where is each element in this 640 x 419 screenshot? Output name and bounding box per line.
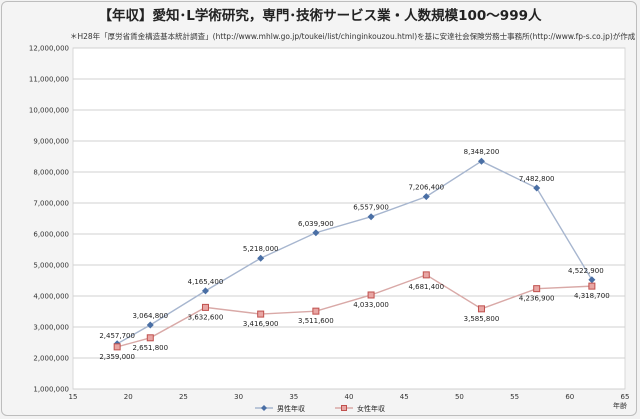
- data-point: [422, 193, 430, 201]
- series-line: [116, 274, 592, 348]
- x-tick-label: 40: [345, 393, 354, 401]
- x-tick-label: 20: [124, 393, 133, 401]
- data-label: 4,522,900: [568, 267, 604, 275]
- y-tick-label: 4,000,000: [33, 293, 69, 301]
- data-label: 4,236,900: [519, 295, 555, 303]
- y-tick-label: 2,000,000: [33, 355, 69, 363]
- data-label: 2,359,000: [99, 353, 135, 361]
- data-label: 4,033,000: [353, 301, 389, 309]
- data-markers: [113, 157, 596, 351]
- data-point: [477, 157, 485, 165]
- data-point: [146, 321, 154, 329]
- data-point: [312, 229, 320, 237]
- y-axis-tick-labels: 1,000,000 2,000,000 3,000,000 4,000,000 5,00…: [29, 45, 69, 394]
- y-tick-label: 8,000,000: [33, 169, 69, 177]
- grid-lines: [73, 47, 625, 390]
- data-label: 2,457,700: [99, 332, 135, 340]
- data-point: [588, 282, 596, 290]
- y-tick-label: 1,000,000: [33, 386, 69, 394]
- data-label: 4,318,700: [574, 292, 610, 300]
- data-point: [533, 285, 541, 293]
- x-tick-label: 15: [69, 393, 78, 401]
- y-tick-label: 6,000,000: [33, 231, 69, 239]
- y-tick-label: 9,000,000: [33, 138, 69, 146]
- data-labels: 2,457,700 3,064,800 4,165,400 5,218,000 6,03…: [99, 148, 609, 361]
- y-tick-label: 11,000,000: [29, 76, 69, 84]
- data-point: [312, 307, 320, 315]
- data-point: [257, 310, 265, 318]
- data-label: 7,482,800: [519, 175, 555, 183]
- y-tick-label: 7,000,000: [33, 200, 69, 208]
- data-label: 3,416,900: [243, 320, 279, 328]
- x-tick-label: 25: [179, 393, 188, 401]
- y-tick-label: 12,000,000: [29, 45, 69, 53]
- data-label: 2,651,800: [132, 344, 168, 352]
- y-tick-label: 10,000,000: [29, 107, 69, 115]
- x-axis-tick-labels: 15 20 25 30 35 40 45 50 55 60 65: [69, 393, 630, 401]
- legend-marker: [261, 405, 267, 411]
- data-point: [422, 271, 430, 279]
- data-label: 3,585,800: [464, 315, 500, 323]
- x-tick-label: 45: [400, 393, 409, 401]
- data-label: 7,206,400: [408, 184, 444, 192]
- source-note: ＊H28年「厚労省賃金構造基本統計調査」(http://www.mhlw.go.…: [70, 32, 636, 41]
- data-label: 6,557,900: [353, 204, 389, 212]
- series-line: [116, 160, 593, 345]
- data-label: 3,511,600: [298, 317, 334, 325]
- x-tick-label: 35: [289, 393, 298, 401]
- plot-area: [72, 47, 626, 390]
- legend-marker: [341, 405, 347, 411]
- data-label: 4,681,400: [408, 283, 444, 291]
- chart-title: 【年収】愛知･L学術研究，専門･技術サービス業・人数規模100～999人: [98, 8, 542, 24]
- x-tick-label: 30: [234, 393, 243, 401]
- y-tick-label: 3,000,000: [33, 324, 69, 332]
- data-label: 5,218,000: [243, 245, 279, 253]
- data-point: [533, 184, 541, 192]
- data-point: [367, 291, 375, 299]
- x-tick-label: 65: [621, 393, 630, 401]
- data-point: [588, 276, 596, 284]
- data-point: [477, 305, 485, 313]
- data-point: [201, 287, 209, 295]
- x-tick-label: 55: [510, 393, 519, 401]
- y-tick-label: 5,000,000: [33, 262, 69, 270]
- data-point: [257, 254, 265, 262]
- x-tick-label: 50: [455, 393, 464, 401]
- x-tick-label: 60: [565, 393, 574, 401]
- legend: 男性年収 女性年収: [255, 404, 385, 413]
- data-label: 3,632,600: [188, 313, 224, 321]
- series-lines: [116, 160, 593, 348]
- data-point: [146, 334, 154, 342]
- x-axis-label: 年齢: [613, 401, 627, 410]
- legend-label: 女性年収: [357, 404, 385, 413]
- data-point: [367, 213, 375, 221]
- data-label: 6,039,900: [298, 220, 334, 228]
- data-label: 8,348,200: [464, 148, 500, 156]
- data-label: 3,064,800: [132, 312, 168, 320]
- data-label: 4,165,400: [188, 278, 224, 286]
- data-point: [113, 343, 121, 351]
- data-point: [201, 303, 209, 311]
- legend-label: 男性年収: [277, 404, 305, 413]
